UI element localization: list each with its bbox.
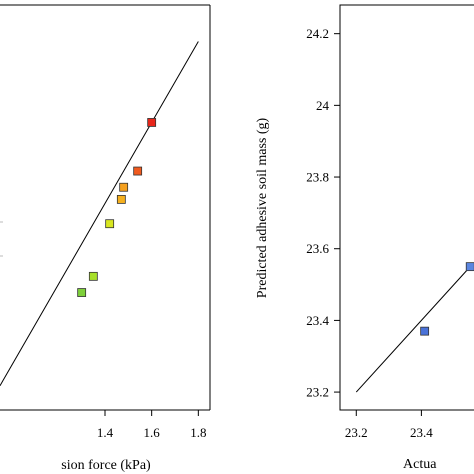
right-x-ticks: 23.2 23.4 <box>345 410 433 440</box>
left-x-tick-label: 1.8 <box>190 425 206 440</box>
left-data-point <box>133 166 143 176</box>
right-y-axis-title: Predicted adhesive soil mass (g) <box>255 117 270 298</box>
left-data-point <box>88 271 98 281</box>
right-y-tick-label: 23.6 <box>306 241 329 256</box>
right-y-tick-label: 23.8 <box>306 170 329 185</box>
left-panel: 1.4 1.6 1.8 sion force (kPa) <box>0 4 211 473</box>
right-y-tick-label: 23.4 <box>306 313 329 328</box>
left-data-point <box>119 182 129 192</box>
left-x-ticks: 1.4 1.6 1.8 <box>97 410 206 440</box>
right-fit-line <box>355 266 471 393</box>
left-x-tick-label: 1.4 <box>97 425 114 440</box>
right-data-point <box>420 326 430 336</box>
right-data-point <box>465 262 474 272</box>
right-y-tick-label: 24.2 <box>306 26 329 41</box>
left-x-axis-title: sion force (kPa) <box>61 458 151 473</box>
left-data-point <box>77 288 87 297</box>
right-plot-frame <box>339 4 474 411</box>
left-fit-line <box>0 41 199 386</box>
right-y-tick-label: 24 <box>316 98 330 113</box>
right-x-tick-label: 23.4 <box>410 425 433 440</box>
right-y-ticks: 23.2 23.4 23.6 23.8 24 24.2 <box>306 26 340 400</box>
left-data-points <box>77 118 157 297</box>
right-data-points <box>420 262 474 336</box>
left-x-tick-label: 1.6 <box>144 425 161 440</box>
left-data-point <box>105 219 115 229</box>
right-x-axis-title: Actua <box>403 457 437 472</box>
right-y-tick-label: 23.2 <box>306 385 329 400</box>
left-data-point <box>147 118 157 127</box>
right-x-tick-label: 23.2 <box>345 425 368 440</box>
right-panel: 23.2 23.4 23.2 23.4 23.6 23.8 24 24.2 Predicte… <box>255 4 474 472</box>
left-data-point <box>116 194 126 204</box>
